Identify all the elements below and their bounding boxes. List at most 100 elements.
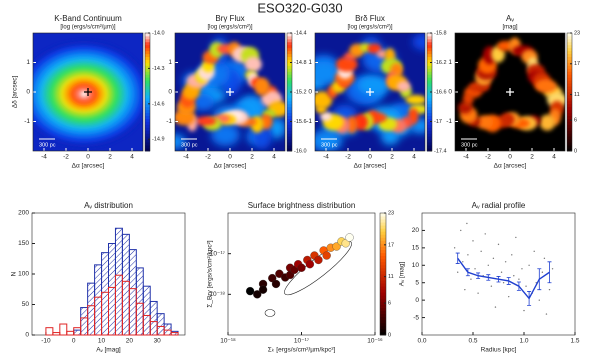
colorbar-cell <box>287 92 292 96</box>
x-axis-label: Δα [arcsec] <box>354 163 387 170</box>
sample-point <box>453 247 456 249</box>
colorbar-cell <box>287 59 292 63</box>
colorbar-cell <box>145 142 150 146</box>
colorbar-cell <box>567 38 572 43</box>
colorbar-cell <box>287 38 292 43</box>
colorbar-cell <box>567 115 572 119</box>
colorbar-cell <box>287 41 292 46</box>
panel-title: Brδ Flux <box>355 14 385 23</box>
plot-frame <box>174 32 286 152</box>
histogram-bar <box>101 252 110 336</box>
x-tick-label: 2 <box>250 154 254 161</box>
colorbar-cell <box>427 97 432 102</box>
colorbar-cell <box>567 89 572 93</box>
histogram-bar <box>94 264 103 336</box>
colorbar-cell <box>287 44 292 49</box>
map-haze <box>191 93 215 111</box>
x-tick-label: -2 <box>485 154 491 161</box>
plot-frame <box>314 32 426 152</box>
colorbar-cell <box>427 47 432 52</box>
y-tick-label: 1 <box>168 59 172 66</box>
colorbar-cell <box>145 33 150 37</box>
map-blob <box>476 115 494 130</box>
colorbar-cell <box>567 74 572 78</box>
colorbar-cell <box>427 53 432 57</box>
colorbar-cell <box>380 237 386 241</box>
colorbar-cell <box>145 38 150 43</box>
colorbar-tick-label: -14.3 <box>152 66 165 72</box>
scatter-point <box>305 260 315 269</box>
colorbar-cell <box>380 283 386 287</box>
sample-point <box>513 275 515 277</box>
colorbar-cell <box>427 89 432 93</box>
y-tick-label: 10 <box>412 262 420 269</box>
colorbar-cell <box>427 35 432 40</box>
histogram-bar <box>149 300 158 336</box>
colorbar-cell <box>145 106 150 111</box>
colorbar-cell <box>567 33 572 37</box>
sample-point <box>480 250 482 253</box>
colorbar-cell <box>567 136 572 140</box>
map-haze <box>380 128 400 145</box>
map-blob <box>539 114 556 131</box>
colorbar-cell <box>427 68 432 72</box>
map-haze <box>357 74 391 96</box>
colorbar-tick-label: 23 <box>574 30 580 36</box>
colorbar-tick-label: 0 <box>574 148 577 154</box>
colorbar-cell <box>567 121 572 125</box>
colorbar-cell <box>380 322 386 327</box>
nucleus-marker <box>506 88 514 96</box>
colorbar-cell <box>287 115 292 119</box>
colorbar-cell <box>427 106 432 111</box>
panel-subtitle: [log (ergs/s/cm²)] <box>347 25 392 31</box>
colorbar-cell <box>287 68 292 72</box>
map-blob <box>320 111 332 122</box>
map-blob <box>335 56 358 72</box>
y-tick-label: 0 <box>308 89 312 96</box>
colorbar-cell <box>427 83 432 87</box>
colorbar-cell <box>567 53 572 57</box>
colorbar-cell <box>427 130 432 134</box>
colorbar-cell <box>567 130 572 134</box>
colorbar-cell <box>380 301 386 305</box>
colorbar-cell <box>427 121 432 125</box>
histogram-bar <box>59 323 68 336</box>
x-tick-label: -4 <box>463 154 469 161</box>
colorbar-cell <box>145 77 150 81</box>
colorbar-cell <box>427 145 432 149</box>
x-tick-label: 4 <box>412 154 416 161</box>
sample-point <box>494 306 497 308</box>
colorbar-cell <box>287 56 292 60</box>
sample-point <box>490 285 493 287</box>
colorbar-cell <box>145 59 150 63</box>
colorbar-cell <box>145 136 150 140</box>
colorbar-cell <box>380 216 386 220</box>
sample-point <box>508 295 510 298</box>
x-tick-label: -2 <box>205 154 211 161</box>
x-tick-label: 10 <box>98 338 106 345</box>
x-tick-label: 0 <box>508 154 512 161</box>
x-tick-label: 4 <box>130 154 134 161</box>
colorbar-cell <box>287 71 292 75</box>
colorbar-cell <box>427 77 432 81</box>
x-tick-label: 0.0 <box>417 338 426 345</box>
map-blob <box>346 116 358 134</box>
colorbar-cell <box>567 103 572 108</box>
colorbar-cell <box>380 228 386 232</box>
colorbar-tick-label: -14.9 <box>152 137 165 143</box>
error-bar <box>486 274 491 281</box>
colorbar-cell <box>380 286 386 290</box>
colorbar-cell <box>145 103 150 108</box>
colorbar-cell <box>567 133 572 137</box>
colorbar-cell <box>145 68 150 72</box>
colorbar-cell <box>287 109 292 114</box>
colorbar-cell <box>287 97 292 102</box>
map-blob <box>195 116 217 126</box>
colorbar-cell <box>145 53 150 57</box>
sample-point <box>511 254 513 256</box>
colorbar-cell <box>380 277 386 281</box>
colorbar-cell <box>145 94 150 99</box>
panel-subtitle: [log (ergs/s/cm²/µm)] <box>60 25 115 31</box>
colorbar-cell <box>427 136 432 140</box>
colorbar-cell <box>427 133 432 137</box>
